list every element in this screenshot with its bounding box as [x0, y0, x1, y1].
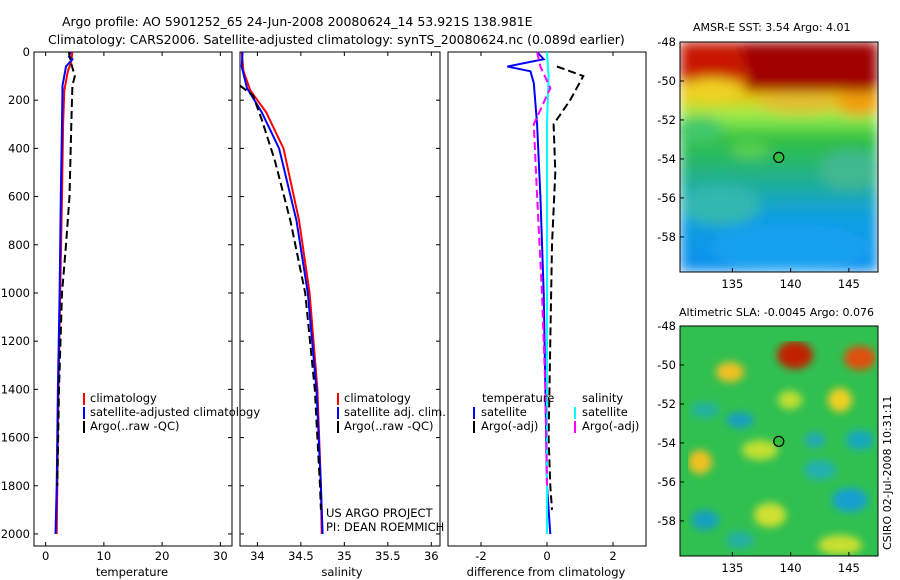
temperature-x-ticks: 0 10 20 30: [42, 52, 228, 563]
x-tick-label: 34.5: [288, 549, 314, 563]
x-tick-label: 30: [213, 549, 228, 563]
y-tick-label: -48: [657, 35, 676, 49]
series-line: [240, 51, 324, 535]
salinity-x-ticks: 34 34.5 35 35.5 36: [250, 52, 439, 563]
legend-sal-argo: Argo(-adj): [582, 419, 639, 433]
x-tick-label: 135: [721, 561, 743, 575]
y-tick-label: 1000: [1, 286, 30, 300]
series-line: [239, 84, 322, 510]
series-line: [54, 51, 74, 535]
temperature-panel: 0 200 400 600 800 1000 1200 1400 1600 1800 2000 0 1…: [1, 45, 261, 579]
x-tick-label: 35: [337, 549, 352, 563]
y-tick-label: 1400: [1, 382, 30, 396]
x-tick-label: 2: [609, 549, 616, 563]
y-tick-label: -50: [657, 358, 676, 372]
salinity-series: [239, 51, 324, 535]
y-tick-label: 1600: [1, 431, 30, 445]
y-tick-label: 800: [8, 238, 30, 252]
legend-argo-raw: Argo(..raw -QC): [90, 419, 180, 433]
salinity-x-label: salinity: [321, 565, 362, 579]
x-tick-label: 0: [42, 549, 49, 563]
x-tick-label: 135: [721, 277, 743, 291]
y-tick-label: -58: [657, 514, 676, 528]
difference-x-label: difference from climatology: [467, 565, 626, 579]
y-tick-label: -52: [657, 113, 676, 127]
temperature-x-label: temperature: [96, 565, 168, 579]
y-tick-label: -56: [657, 191, 676, 205]
legend-temp-argo: Argo(-adj): [481, 419, 538, 433]
y-tick-label: 1200: [1, 334, 30, 348]
y-tick-label: 1800: [1, 479, 30, 493]
x-tick-label: 145: [838, 277, 860, 291]
salinity-legend: climatology satellite adj. clim. Argo(..…: [337, 391, 446, 433]
series-line: [532, 51, 552, 486]
legend-satellite-adjusted: satellite-adjusted climatology: [90, 405, 260, 419]
credit-pi: PI: DEAN ROEMMICH: [326, 520, 444, 534]
y-tick-label: 0: [23, 45, 30, 59]
x-tick-label: 35.5: [375, 549, 401, 563]
temperature-legend: climatology satellite-adjusted climatolo…: [83, 391, 260, 433]
figure-title-line1: Argo profile: AO 5901252_65 24-Jun-2008 …: [62, 14, 533, 29]
x-tick-label: 140: [780, 277, 802, 291]
legend-salinity-title: salinity: [582, 391, 623, 405]
x-tick-label: 0: [543, 549, 550, 563]
temperature-y-ticks: 0 200 400 600 800 1000 1200 1400 1600 1800 2000: [1, 45, 232, 541]
x-tick-label: 10: [97, 549, 112, 563]
y-tick-label: -54: [657, 436, 676, 450]
difference-x-ticks: -2 0 2: [475, 52, 617, 563]
y-tick-label: 2000: [1, 527, 30, 541]
legend-climatology: climatology: [90, 391, 157, 405]
x-tick-label: 20: [155, 549, 170, 563]
x-tick-label: 34: [250, 549, 265, 563]
csiro-timestamp: CSIRO 02-Jul-2008 10:31:11: [881, 396, 894, 550]
series-line: [240, 51, 323, 535]
y-tick-label: 400: [8, 141, 30, 155]
salinity-panel: 34 34.5 35 35.5 36 salinity climatology sate…: [239, 51, 446, 579]
series-line: [547, 65, 585, 510]
legend-argo-raw: Argo(..raw -QC): [344, 419, 434, 433]
temperature-series: [54, 51, 76, 535]
legend-satellite-adj: satellite adj. clim.: [344, 405, 446, 419]
sst-map: 135 140 145 -48 -50 -52 -54 -56 -58: [657, 35, 879, 291]
y-tick-label: -54: [657, 152, 676, 166]
figure-title-line2: Climatology: CARS2006. Satellite-adjuste…: [48, 32, 625, 47]
argo-position-marker: [773, 151, 785, 164]
credit-project: US ARGO PROJECT: [326, 506, 434, 520]
y-tick-label: -56: [657, 475, 676, 489]
y-tick-label: -52: [657, 397, 676, 411]
legend-temp-satellite: satellite: [481, 405, 527, 419]
difference-series: [507, 51, 585, 535]
y-tick-label: 200: [8, 93, 30, 107]
difference-legend: temperature satellite Argo(-adj) salinit…: [473, 391, 639, 433]
x-tick-label: 36: [424, 549, 439, 563]
legend-climatology: climatology: [344, 391, 411, 405]
y-tick-label: 600: [8, 190, 30, 204]
sst-axis-ticks: 135 140 145 -48 -50 -52 -54 -56 -58: [657, 35, 860, 291]
legend-sal-satellite: satellite: [582, 405, 628, 419]
sla-title: Altimetric SLA: -0.0045 Argo: 0.076: [679, 306, 874, 319]
y-tick-label: -58: [657, 230, 676, 244]
legend-temperature-title: temperature: [482, 391, 554, 405]
difference-panel: -2 0 2 difference from climatology tempera…: [447, 51, 647, 579]
series-line: [546, 51, 550, 534]
sla-axis-ticks: 135 140 145 -48 -50 -52 -54 -56 -58: [657, 319, 860, 575]
series-line: [507, 51, 552, 535]
series-line: [56, 51, 76, 486]
salinity-y-ticks: [240, 51, 440, 535]
x-tick-label: 145: [838, 561, 860, 575]
y-tick-label: -48: [657, 319, 676, 333]
sla-map: 135 140 145 -48 -50 -52 -54 -56 -58: [657, 319, 879, 575]
x-tick-label: -2: [475, 549, 486, 563]
y-tick-label: -50: [657, 74, 676, 88]
sst-title: AMSR-E SST: 3.54 Argo: 4.01: [693, 21, 851, 34]
x-tick-label: 140: [780, 561, 802, 575]
argo-position-marker: [773, 435, 785, 448]
